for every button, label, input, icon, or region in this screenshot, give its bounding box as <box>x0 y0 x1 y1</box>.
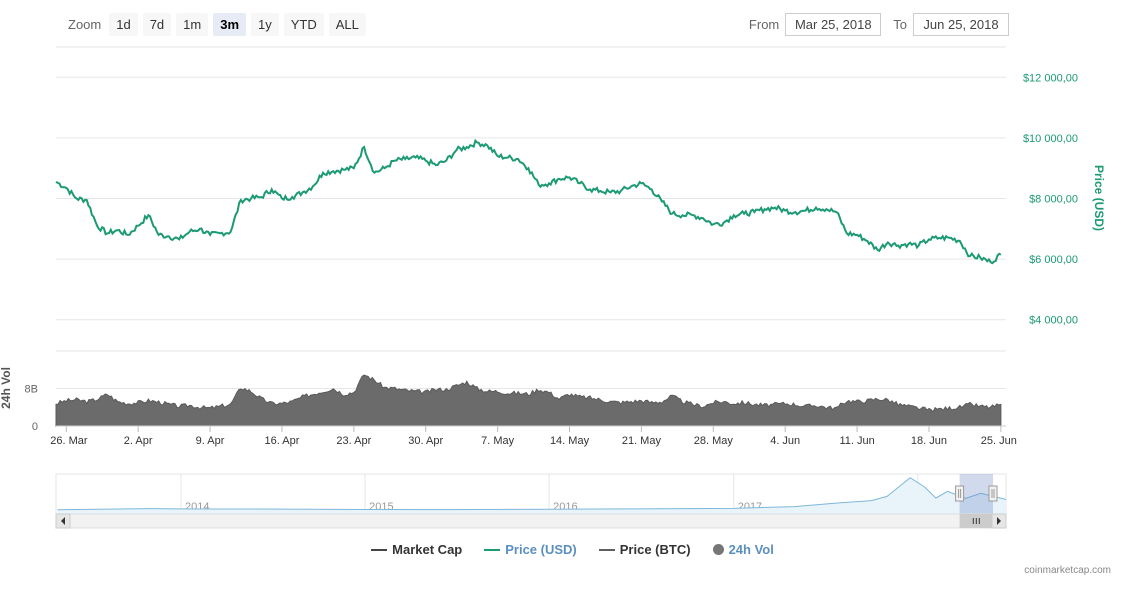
price-y-tick-label: $6 000,00 <box>1029 254 1078 266</box>
chevron-left-icon <box>61 517 65 525</box>
volume-y-tick-label: 0 <box>32 421 38 433</box>
volume-axis-title: 24h Vol <box>0 367 13 409</box>
zoom-button-1d[interactable]: 1d <box>109 12 138 36</box>
zoom-bar: Zoom 1d 7d 1m 3m 1y YTD ALL <box>68 12 371 36</box>
x-tick-label: 26. Mar <box>50 435 88 447</box>
x-tick-label: 14. May <box>550 435 590 447</box>
navigator-line <box>57 477 1007 511</box>
x-tick-label: 18. Jun <box>911 435 947 447</box>
x-tick-label: 16. Apr <box>265 435 300 447</box>
legend-label: Market Cap <box>392 542 463 557</box>
chevron-right-icon <box>997 517 1001 525</box>
x-tick-label: 7. May <box>481 435 515 447</box>
to-date-input[interactable]: Jun 25, 2018 <box>913 12 1009 36</box>
from-label: From <box>748 16 780 32</box>
x-tick-label: 23. Apr <box>336 435 371 447</box>
from-date-input[interactable]: Mar 25, 2018 <box>785 12 882 36</box>
legend-line-icon <box>598 548 615 551</box>
zoom-button-1m[interactable]: 1m <box>176 12 209 36</box>
price-gridlines <box>56 46 1006 321</box>
navigator-handle[interactable] <box>955 485 965 502</box>
navigator-area <box>57 477 1006 514</box>
x-tick-label: 28. May <box>694 435 734 447</box>
navigator-selection[interactable] <box>959 474 993 514</box>
legend-label: Price (USD) <box>505 542 577 557</box>
x-tick-label: 9. Apr <box>196 435 225 447</box>
volume-series <box>55 374 1002 427</box>
price-y-axis: $4 000,00 $6 000,00 $8 000,00 $10 000,00 $12… <box>1023 72 1078 326</box>
legend-label: Price (BTC) <box>619 542 691 557</box>
x-tick-label: 21. May <box>622 435 662 447</box>
volume-y-tick-label: 8B <box>25 384 38 396</box>
x-tick-label: 30. Apr <box>408 435 443 447</box>
zoom-label: Zoom <box>68 16 102 32</box>
navigator[interactable]: 20142015201620172018 <box>55 473 1007 529</box>
zoom-button-7d[interactable]: 7d <box>142 12 172 36</box>
legend-dot-icon <box>712 544 724 555</box>
legend-item-price-usd[interactable]: Price (USD) <box>484 542 577 557</box>
to-label: To <box>893 16 907 32</box>
price-y-tick-label: $4 000,00 <box>1029 315 1078 327</box>
credits-link[interactable]: coinmarketcap.com <box>1024 565 1111 576</box>
navigator-handle[interactable] <box>988 485 998 502</box>
legend-line-icon <box>371 548 388 551</box>
volume-y-axis: 0 8B <box>25 384 38 434</box>
date-x-axis: 26. Mar 2. Apr 9. Apr 16. Apr 23. Apr 30. Apr… <box>50 425 1017 447</box>
price-axis-title: Price (USD) <box>1092 165 1106 231</box>
legend-label: 24h Vol <box>728 542 774 557</box>
price-y-tick-label: $12 000,00 <box>1023 72 1078 84</box>
legend-line-icon <box>484 548 501 551</box>
price-chart: $4 000,00 $6 000,00 $8 000,00 $10 000,00 $12… <box>0 46 1106 529</box>
scrollbar-track[interactable] <box>55 513 1007 529</box>
x-tick-label: 11. Jun <box>839 435 874 447</box>
zoom-button-1y[interactable]: 1y <box>251 12 279 36</box>
legend: Market Cap Price (USD) Price (BTC) 24h V… <box>0 542 1145 557</box>
price-series <box>55 138 1002 265</box>
volume-area <box>55 374 1002 427</box>
x-tick-label: 4. Jun <box>770 435 800 447</box>
date-range: From Mar 25, 2018 To Jun 25, 2018 <box>737 12 1009 36</box>
zoom-button-all[interactable]: ALL <box>328 12 366 36</box>
zoom-button-ytd[interactable]: YTD <box>283 12 324 36</box>
x-tick-label: 25. Jun <box>981 435 1017 447</box>
price-y-tick-label: $10 000,00 <box>1023 133 1078 145</box>
x-tick-label: 2. Apr <box>124 435 153 447</box>
legend-item-24h-vol[interactable]: 24h Vol <box>712 542 774 557</box>
price-y-tick-label: $8 000,00 <box>1029 194 1078 206</box>
legend-item-price-btc[interactable]: Price (BTC) <box>598 542 691 557</box>
zoom-button-3m[interactable]: 3m <box>213 12 247 36</box>
legend-item-market-cap[interactable]: Market Cap <box>371 542 462 557</box>
price-usd-line <box>55 138 1002 265</box>
